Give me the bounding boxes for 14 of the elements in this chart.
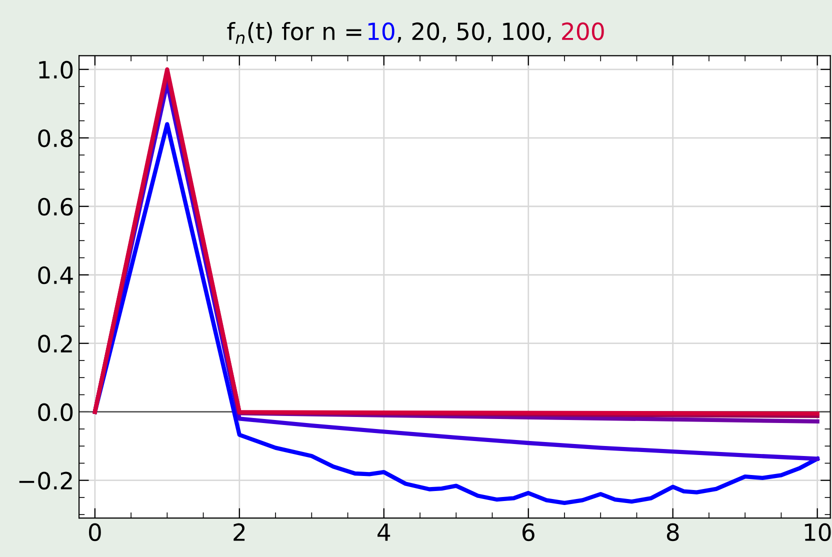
y-tick-label: 0.8 <box>38 129 73 148</box>
y-tick-label: 1.0 <box>39 60 73 79</box>
y-tick-label: 0.4 <box>38 266 73 284</box>
y-tick-label: −0.2 <box>19 472 72 490</box>
x-tick-label: 4 <box>378 524 390 541</box>
y-tick-label: 0.6 <box>38 198 73 216</box>
chart-title: f$_{n}$(t) for n = 10, 20, 50, 100, 200 <box>227 22 604 44</box>
x-tick-label: 10 <box>804 523 831 542</box>
x-tick-label: 2 <box>234 523 245 541</box>
x-tick-label: 6 <box>522 523 534 542</box>
y-tick-label: 0.0 <box>38 403 73 422</box>
x-tick-label: 8 <box>666 523 679 542</box>
x-tick-label: 0 <box>88 523 101 542</box>
y-tick-label: 0.2 <box>38 334 72 353</box>
